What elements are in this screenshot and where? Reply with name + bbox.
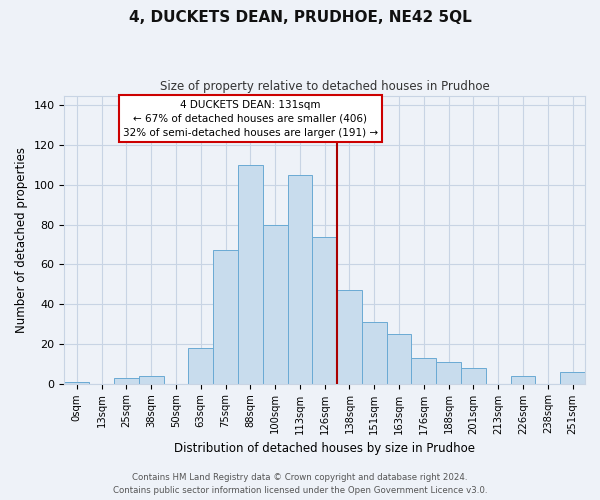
Text: 4 DUCKETS DEAN: 131sqm
← 67% of detached houses are smaller (406)
32% of semi-de: 4 DUCKETS DEAN: 131sqm ← 67% of detached… xyxy=(123,100,378,138)
Bar xyxy=(287,175,313,384)
Text: Contains HM Land Registry data © Crown copyright and database right 2024.
Contai: Contains HM Land Registry data © Crown c… xyxy=(113,474,487,495)
Bar xyxy=(213,250,238,384)
Bar xyxy=(64,382,89,384)
Bar xyxy=(560,372,585,384)
Bar xyxy=(139,376,164,384)
X-axis label: Distribution of detached houses by size in Prudhoe: Distribution of detached houses by size … xyxy=(174,442,475,455)
Bar xyxy=(461,368,486,384)
Bar xyxy=(511,376,535,384)
Bar xyxy=(337,290,362,384)
Bar xyxy=(386,334,412,384)
Bar xyxy=(313,236,337,384)
Bar xyxy=(436,362,461,384)
Y-axis label: Number of detached properties: Number of detached properties xyxy=(15,146,28,332)
Bar xyxy=(238,165,263,384)
Bar xyxy=(362,322,386,384)
Text: 4, DUCKETS DEAN, PRUDHOE, NE42 5QL: 4, DUCKETS DEAN, PRUDHOE, NE42 5QL xyxy=(128,10,472,25)
Bar xyxy=(188,348,213,384)
Bar xyxy=(114,378,139,384)
Bar xyxy=(412,358,436,384)
Bar xyxy=(263,224,287,384)
Title: Size of property relative to detached houses in Prudhoe: Size of property relative to detached ho… xyxy=(160,80,490,93)
